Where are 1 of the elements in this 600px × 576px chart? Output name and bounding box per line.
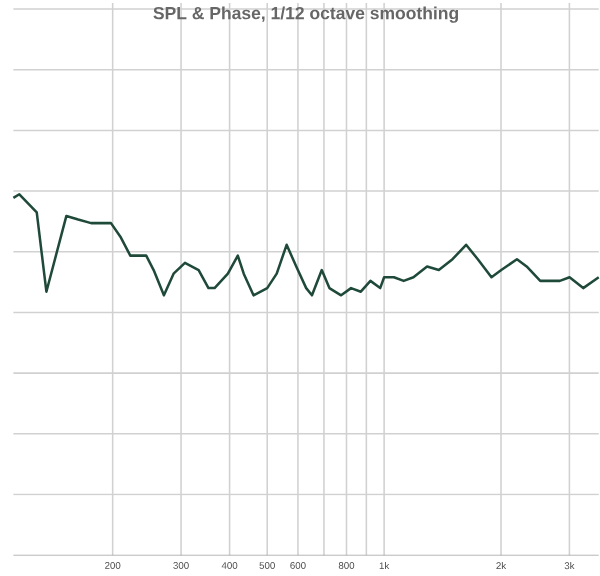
chart-title: SPL & Phase, 1/12 octave smoothing <box>153 6 458 24</box>
